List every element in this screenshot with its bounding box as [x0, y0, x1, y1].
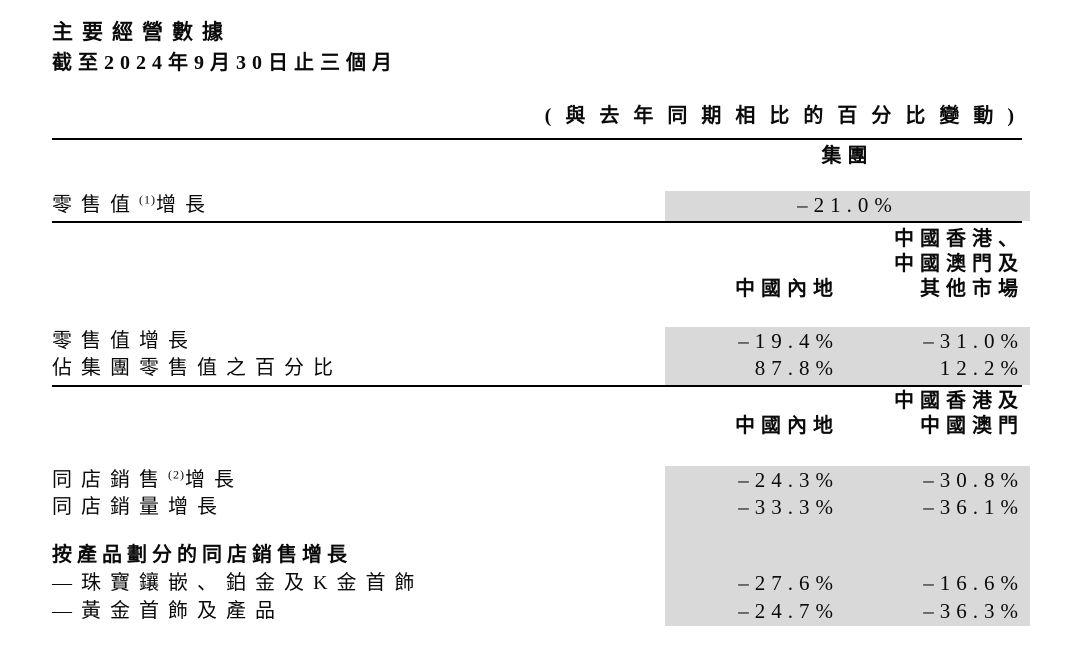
footnote-marker-1: (1) — [139, 192, 156, 207]
row-label-text: 增長 — [185, 469, 243, 491]
column-header-line: 中國香港及 — [894, 390, 1024, 412]
subsection-heading-by-product: 按產品劃分的同店銷售增長 — [52, 544, 352, 566]
footnote-marker-2: (2) — [168, 467, 185, 482]
column-header-mainland-china: 中國內地 — [735, 415, 839, 437]
column-header-mainland-china: 中國內地 — [735, 278, 839, 300]
value-sss-growth-mainland: –24.3% — [738, 468, 839, 492]
value-group-retail-growth: –21.0% — [797, 193, 898, 217]
row-label-text: 增長 — [156, 194, 214, 216]
table-rule-markets — [52, 385, 1022, 387]
value-jewellery-hk-macau: –16.6% — [923, 571, 1024, 595]
value-ssv-growth-mainland: –33.3% — [738, 495, 839, 519]
row-label-jewellery-platinum-kgold: —珠寶鑲嵌、鉑金及K金首飾 — [52, 572, 424, 594]
row-label-text: 同店銷售 — [52, 469, 168, 491]
column-header-line: 中國香港、 — [894, 228, 1024, 250]
table-header-note: (與去年同期相比的百分比變動) — [544, 105, 1028, 127]
value-retail-growth-hk-other: –31.0% — [923, 329, 1024, 353]
page-subtitle: 截至2024年9月30日止三個月 — [52, 52, 398, 74]
value-share-hk-other: 12.2% — [939, 356, 1024, 380]
value-ssv-growth-hk-macau: –36.1% — [923, 495, 1024, 519]
row-label-share-of-group: 佔集團零售值之百分比 — [52, 357, 342, 379]
value-share-mainland: 87.8% — [754, 356, 839, 380]
column-header-line: 其他市場 — [920, 278, 1024, 300]
column-header-hk-macau: 中國香港及 中國澳門 — [700, 389, 1024, 439]
row-label-gold-jewellery-products: —黃金首飾及產品 — [52, 600, 284, 622]
column-header-line: 中國澳門及 — [894, 253, 1024, 275]
column-header-hk-macau-other: 中國香港、 中國澳門及 其他市場 — [700, 227, 1024, 302]
column-header-line: 中國澳門 — [920, 415, 1024, 437]
row-label-text: 零售值 — [52, 194, 139, 216]
value-gold-mainland: –24.7% — [738, 599, 839, 623]
value-retail-growth-mainland: –19.4% — [738, 329, 839, 353]
table-rule-top — [52, 138, 1022, 140]
column-header-group: 集團 — [821, 145, 874, 167]
row-label-retail-value-growth: 零售值(1)增長 — [52, 193, 214, 218]
shaded-cell-group — [665, 191, 1030, 221]
row-label-same-store-volume-growth: 同店銷量增長 — [52, 496, 226, 518]
row-label-same-store-sales-growth: 同店銷售(2)增長 — [52, 468, 243, 493]
table-rule-group — [52, 221, 1022, 223]
shaded-cell-same-store — [665, 466, 1030, 626]
value-gold-hk-macau: –36.3% — [923, 599, 1024, 623]
page-title: 主要經營數據 — [52, 20, 232, 44]
row-label-retail-growth: 零售值增長 — [52, 330, 197, 352]
value-sss-growth-hk-macau: –30.8% — [923, 468, 1024, 492]
value-jewellery-mainland: –27.6% — [738, 571, 839, 595]
shaded-cell-markets — [665, 327, 1030, 385]
